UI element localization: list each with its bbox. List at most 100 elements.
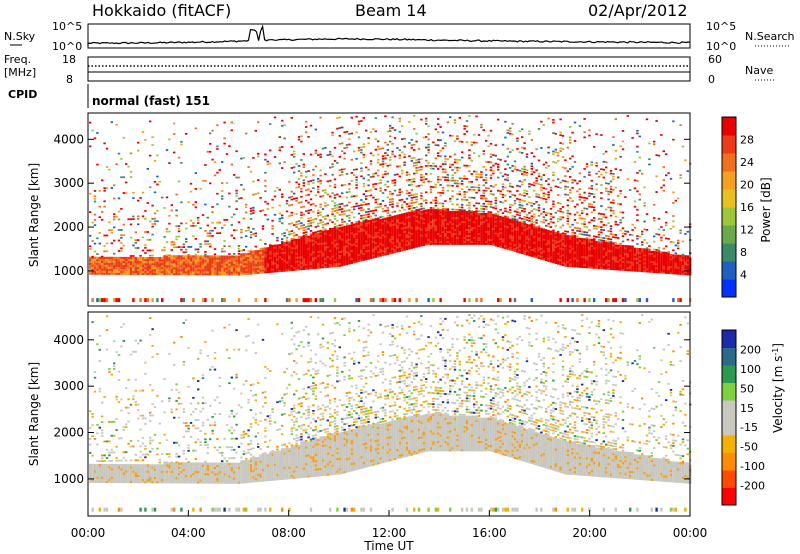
echo-cell [389,222,392,225]
echo-cell [456,208,459,211]
echo-cell [261,249,265,252]
echo-cell [336,260,339,264]
echo-cell [482,197,485,200]
echo-cell [449,179,452,182]
echo-cell [561,240,565,243]
echo-cell [465,120,469,122]
echo-cell [122,258,125,262]
echo-cell [221,255,224,258]
echo-cell [206,259,209,262]
echo-cell [115,258,118,262]
echo-cell [545,219,548,222]
echo-cell [552,205,555,208]
echo-cell [444,222,447,226]
echo-cell [499,235,502,238]
echo-cell [384,189,387,191]
echo-cell [269,244,272,248]
echo-cell [312,251,315,254]
echo-cell [357,123,361,126]
echo-cell [576,263,579,266]
echo-cell [355,240,358,243]
echo-cell [132,264,135,268]
echo-cell [206,261,209,264]
echo-cell [391,206,394,208]
echo-cell [307,251,310,254]
echo-cell [439,226,442,230]
echo-cell [377,237,380,240]
echo-cell [132,260,135,264]
echo-cell [545,211,548,214]
echo-cell [547,225,550,228]
echo-cell [91,264,94,267]
echo-cell [266,249,269,252]
echo-cell [331,231,334,234]
echo-cell [578,253,581,256]
echo-cell [329,153,332,156]
echo-cell [489,221,493,224]
echo-cell [487,187,490,190]
noise-left-label: N.Sky [4,30,36,43]
echo-cell [343,247,346,250]
echo-cell [377,198,380,201]
echo-cell [103,262,106,265]
echo-cell [377,243,380,246]
echo-cell [331,210,334,213]
echo-cell [413,114,416,117]
echo-cell [523,165,526,168]
echo-cell [336,235,339,238]
echo-cell [350,255,353,258]
echo-cell [415,193,418,196]
echo-cell [283,243,286,247]
echo-cell [408,231,411,234]
echo-cell [492,227,495,230]
echo-cell [403,224,406,228]
echo-cell [497,223,500,226]
echo-cell [139,260,142,264]
echo-cell [93,270,97,273]
echo-cell [101,298,104,303]
echo-cell [458,232,461,236]
echo-cell [221,261,224,264]
echo-cell [499,231,502,235]
echo-cell [302,182,305,184]
echo-cell [374,183,377,185]
echo-cell [581,209,584,212]
echo-cell [449,166,452,169]
echo-cell [482,214,485,218]
echo-cell [554,255,557,258]
echo-cell [434,224,437,228]
echo-cell [463,238,466,241]
echo-cell [192,267,195,270]
echo-cell [533,213,536,216]
echo-cell [309,298,313,303]
echo-cell [348,242,351,245]
echo-cell [254,193,257,195]
echo-cell [547,196,550,199]
echo-cell [235,200,238,203]
echo-cell [533,235,536,238]
echo-cell [273,266,277,269]
echo-cell [288,251,291,254]
echo-cell [345,243,349,246]
echo-cell [348,250,351,253]
echo-cell [199,271,202,274]
echo-cell [365,216,368,219]
echo-cell [384,217,387,220]
echo-cell [139,262,142,266]
echo-cell [125,270,128,273]
echo-cell [537,214,541,217]
echo-cell [413,238,416,241]
echo-cell [257,269,260,273]
echo-cell [437,216,440,220]
echo-cell [381,207,385,210]
echo-cell [333,241,337,244]
echo-cell [165,259,169,262]
echo-cell [434,214,437,218]
echo-cell [552,237,555,240]
echo-cell [309,247,313,250]
echo-cell [569,260,572,264]
echo-cell [309,249,313,252]
echo-cell [129,272,133,275]
echo-cell [497,210,500,213]
echo-cell [405,192,409,195]
